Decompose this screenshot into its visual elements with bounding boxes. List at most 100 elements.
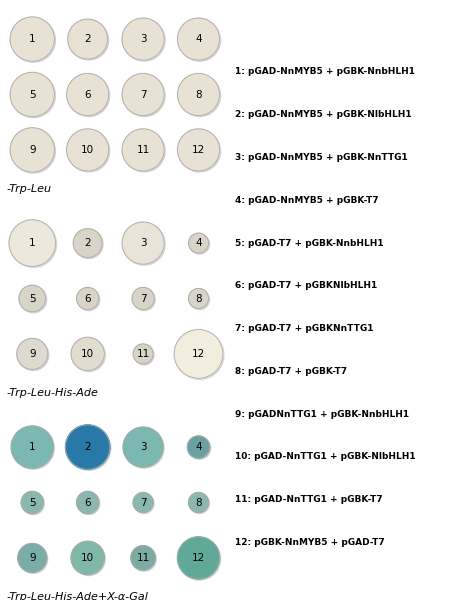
Circle shape xyxy=(177,18,219,60)
Circle shape xyxy=(22,493,44,515)
Circle shape xyxy=(11,73,56,118)
Text: 12: 12 xyxy=(192,553,205,563)
Text: 12: 12 xyxy=(192,145,205,155)
Text: 6: 6 xyxy=(85,89,91,100)
Circle shape xyxy=(134,345,154,365)
Circle shape xyxy=(20,286,47,313)
Circle shape xyxy=(179,538,221,580)
Circle shape xyxy=(19,285,46,312)
Circle shape xyxy=(72,338,106,371)
Circle shape xyxy=(11,426,53,468)
Circle shape xyxy=(71,541,104,575)
Circle shape xyxy=(10,221,57,268)
Circle shape xyxy=(21,491,43,514)
Circle shape xyxy=(123,223,165,265)
Text: 9: pGADNnTTG1 + pGBK-NnbHLH1: 9: pGADNnTTG1 + pGBK-NnbHLH1 xyxy=(235,410,409,419)
Circle shape xyxy=(77,287,99,310)
Circle shape xyxy=(132,547,156,571)
Circle shape xyxy=(71,337,104,371)
Text: 3: 3 xyxy=(140,442,146,452)
Circle shape xyxy=(133,493,153,512)
Text: 7: 7 xyxy=(140,497,146,508)
Text: 7: 7 xyxy=(140,293,146,304)
Circle shape xyxy=(189,233,208,253)
Circle shape xyxy=(131,546,155,570)
Circle shape xyxy=(67,129,109,171)
Text: 4: pGAD-NnMYB5 + pGBK-T7: 4: pGAD-NnMYB5 + pGBK-T7 xyxy=(235,196,379,205)
Text: 11: pGAD-NnTTG1 + pGBK-T7: 11: pGAD-NnTTG1 + pGBK-T7 xyxy=(235,495,383,504)
Circle shape xyxy=(122,18,164,60)
Circle shape xyxy=(12,427,54,469)
Circle shape xyxy=(9,220,56,266)
Circle shape xyxy=(133,344,153,364)
Text: 8: 8 xyxy=(195,497,202,508)
Text: -Trp-Leu: -Trp-Leu xyxy=(7,184,52,194)
Circle shape xyxy=(177,73,219,116)
Text: 2: 2 xyxy=(85,442,91,452)
Text: 7: 7 xyxy=(140,89,146,100)
Text: 10: 10 xyxy=(81,145,94,155)
Text: 10: pGAD-NnTTG1 + pGBK-NlbHLH1: 10: pGAD-NnTTG1 + pGBK-NlbHLH1 xyxy=(235,452,416,461)
Text: 8: 8 xyxy=(195,89,202,100)
Text: 4: 4 xyxy=(195,238,202,248)
Circle shape xyxy=(179,19,221,61)
Text: 5: pGAD-T7 + pGBK-NnbHLH1: 5: pGAD-T7 + pGBK-NnbHLH1 xyxy=(235,239,384,248)
Text: 5: 5 xyxy=(29,497,36,508)
Text: 9: 9 xyxy=(29,553,36,563)
Text: 1: 1 xyxy=(29,238,36,248)
Circle shape xyxy=(179,74,221,116)
Circle shape xyxy=(189,493,208,512)
Text: 5: 5 xyxy=(29,89,36,100)
Circle shape xyxy=(189,289,208,308)
Circle shape xyxy=(123,130,165,172)
Text: 4: 4 xyxy=(195,442,202,452)
Text: 6: pGAD-T7 + pGBKNlbHLH1: 6: pGAD-T7 + pGBKNlbHLH1 xyxy=(235,281,377,290)
Circle shape xyxy=(187,436,210,458)
Circle shape xyxy=(177,537,219,579)
Circle shape xyxy=(68,19,108,59)
Text: 2: pGAD-NnMYB5 + pGBK-NlbHLH1: 2: pGAD-NnMYB5 + pGBK-NlbHLH1 xyxy=(235,110,412,119)
Circle shape xyxy=(132,287,154,310)
Circle shape xyxy=(179,130,221,172)
Text: 6: 6 xyxy=(85,293,91,304)
Text: -Trp-Leu-His-Ade+X-α-Gal: -Trp-Leu-His-Ade+X-α-Gal xyxy=(7,592,149,600)
Circle shape xyxy=(72,542,106,575)
Text: 3: 3 xyxy=(140,238,146,248)
Text: 8: pGAD-T7 + pGBK-T7: 8: pGAD-T7 + pGBK-T7 xyxy=(235,367,347,376)
Text: 2: 2 xyxy=(85,34,91,44)
Circle shape xyxy=(11,18,56,62)
Circle shape xyxy=(190,234,210,254)
Text: 9: 9 xyxy=(29,145,36,155)
Text: 3: 3 xyxy=(140,34,146,44)
Text: -Trp-Leu-His-Ade: -Trp-Leu-His-Ade xyxy=(7,388,99,398)
Text: 1: 1 xyxy=(29,34,36,44)
Circle shape xyxy=(134,494,154,514)
Text: 8: 8 xyxy=(195,293,202,304)
Circle shape xyxy=(69,20,109,60)
Text: 11: 11 xyxy=(137,145,150,155)
Text: 2: 2 xyxy=(85,238,91,248)
Circle shape xyxy=(74,230,103,259)
Circle shape xyxy=(174,329,223,378)
Circle shape xyxy=(68,74,110,116)
Circle shape xyxy=(122,129,164,171)
Circle shape xyxy=(175,331,224,379)
Circle shape xyxy=(67,426,111,470)
Text: 1: 1 xyxy=(29,442,36,452)
Circle shape xyxy=(68,130,110,172)
Circle shape xyxy=(10,73,54,116)
Circle shape xyxy=(189,437,211,459)
Text: 3: pGAD-NnMYB5 + pGBK-NnTTG1: 3: pGAD-NnMYB5 + pGBK-NnTTG1 xyxy=(235,153,408,162)
Circle shape xyxy=(11,129,56,173)
Circle shape xyxy=(124,428,164,468)
Text: 12: 12 xyxy=(192,349,205,359)
Text: 5: 5 xyxy=(29,293,36,304)
Circle shape xyxy=(77,491,99,514)
Text: 12: pGBK-NnMYB5 + pGAD-T7: 12: pGBK-NnMYB5 + pGAD-T7 xyxy=(235,538,385,547)
Text: 10: 10 xyxy=(81,349,94,359)
Circle shape xyxy=(78,289,100,311)
Circle shape xyxy=(67,73,109,116)
Circle shape xyxy=(123,19,165,61)
Circle shape xyxy=(78,493,100,515)
Circle shape xyxy=(123,74,165,116)
